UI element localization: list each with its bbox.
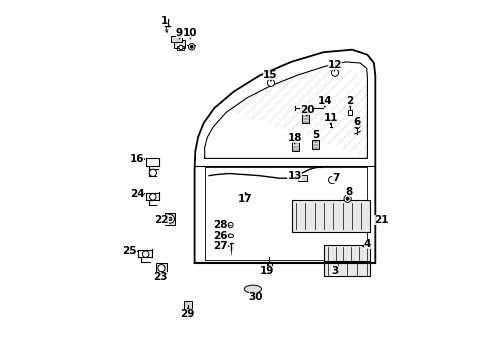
Bar [312, 139, 319, 148]
Text: 7: 7 [332, 173, 340, 183]
Circle shape [169, 217, 172, 221]
Circle shape [346, 197, 349, 200]
Bar [171, 36, 182, 42]
Bar [348, 110, 352, 115]
Text: 17: 17 [238, 194, 252, 204]
Circle shape [166, 215, 174, 223]
Text: 4: 4 [364, 239, 371, 249]
Text: 9: 9 [176, 28, 183, 38]
Bar [184, 301, 192, 309]
Circle shape [158, 265, 165, 272]
Ellipse shape [245, 285, 262, 293]
Text: 29: 29 [180, 309, 195, 319]
Text: 21: 21 [374, 215, 389, 225]
Text: 5: 5 [312, 130, 319, 140]
Text: 23: 23 [153, 272, 168, 282]
Bar [165, 213, 175, 225]
Circle shape [143, 251, 149, 257]
Text: 30: 30 [248, 292, 263, 302]
Bar [292, 142, 299, 151]
Text: 13: 13 [288, 171, 302, 181]
Circle shape [331, 69, 339, 76]
Text: 26: 26 [213, 231, 228, 241]
Text: 1: 1 [160, 16, 168, 26]
Circle shape [149, 194, 156, 200]
Bar [324, 245, 370, 261]
Text: 10: 10 [183, 28, 197, 38]
Bar [174, 40, 185, 48]
Bar [324, 263, 370, 276]
Text: 25: 25 [122, 246, 137, 256]
Circle shape [344, 195, 351, 202]
Bar [156, 263, 167, 273]
Circle shape [149, 169, 156, 176]
Text: 22: 22 [154, 215, 169, 225]
Text: 27: 27 [213, 241, 228, 251]
Text: 2: 2 [346, 96, 354, 106]
Text: 18: 18 [288, 132, 302, 143]
Text: 20: 20 [300, 105, 314, 115]
Text: 16: 16 [130, 154, 144, 164]
Text: 15: 15 [263, 69, 277, 80]
Ellipse shape [228, 234, 233, 238]
Text: 3: 3 [331, 266, 339, 276]
Circle shape [228, 222, 233, 228]
Circle shape [190, 45, 193, 48]
Circle shape [268, 79, 274, 86]
Text: 8: 8 [346, 186, 353, 197]
Circle shape [189, 44, 195, 50]
Circle shape [355, 123, 360, 129]
Text: 12: 12 [328, 60, 342, 70]
Circle shape [179, 45, 183, 50]
Circle shape [328, 176, 336, 184]
Bar [302, 113, 309, 123]
Text: 24: 24 [130, 189, 145, 199]
Bar [292, 200, 370, 232]
Text: 14: 14 [318, 96, 332, 106]
Text: 28: 28 [213, 220, 228, 230]
Text: 11: 11 [323, 113, 338, 123]
Bar [267, 263, 272, 266]
Text: 19: 19 [260, 266, 274, 276]
Bar [298, 175, 307, 181]
Text: 6: 6 [353, 117, 360, 127]
